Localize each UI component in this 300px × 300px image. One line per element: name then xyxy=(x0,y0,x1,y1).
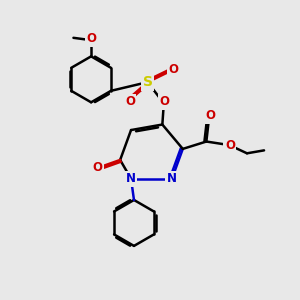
Text: O: O xyxy=(205,109,215,122)
Text: O: O xyxy=(92,161,103,174)
Text: O: O xyxy=(159,95,170,108)
Text: N: N xyxy=(126,172,136,185)
Text: O: O xyxy=(168,63,178,76)
Text: S: S xyxy=(142,75,153,89)
Text: O: O xyxy=(86,32,96,45)
Text: O: O xyxy=(225,139,235,152)
Text: O: O xyxy=(125,95,135,108)
Text: N: N xyxy=(167,172,177,185)
